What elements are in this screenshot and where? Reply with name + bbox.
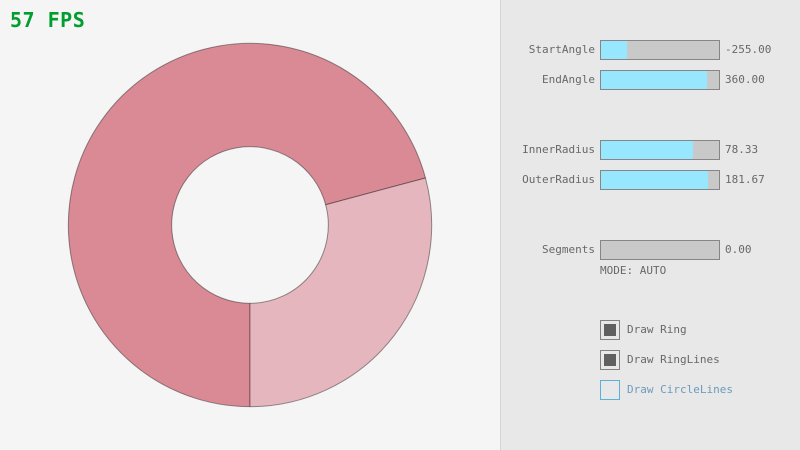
checkbox-check-mark — [604, 354, 616, 366]
ring-visualization — [67, 42, 433, 408]
slider-bar-segments[interactable] — [600, 240, 720, 260]
slider-value-innerradius: 78.33 — [725, 143, 759, 156]
slider-bar-endangle[interactable] — [600, 70, 720, 90]
ring-overlap-sector — [67, 42, 427, 408]
checkbox-check-mark — [604, 324, 616, 336]
slider-bar-innerradius[interactable] — [600, 140, 720, 160]
slider-label-endangle: EndAngle — [542, 73, 595, 86]
slider-bar-startangle[interactable] — [600, 40, 720, 60]
fps-counter: 57 FPS — [10, 8, 86, 32]
slider-fill-outerradius — [601, 171, 708, 189]
slider-value-startangle: -255.00 — [725, 43, 772, 56]
slider-label-innerradius: InnerRadius — [522, 143, 595, 156]
controls-panel: StartAngle -255.00 EndAngle 360.00 InnerRadi… — [500, 0, 800, 450]
slider-row-outerradius: OuterRadius 181.67 — [501, 170, 800, 190]
checkbox-label-draw-ringlines: Draw RingLines — [627, 353, 720, 366]
checkbox-row-draw-ring: Draw Ring — [501, 320, 800, 340]
slider-bar-outerradius[interactable] — [600, 170, 720, 190]
slider-label-segments: Segments — [542, 243, 595, 256]
checkbox-draw-ringlines[interactable] — [600, 350, 620, 370]
checkbox-label-draw-circlelines: Draw CircleLines — [627, 383, 733, 396]
slider-fill-endangle — [601, 71, 707, 89]
slider-fill-startangle — [601, 41, 627, 59]
slider-label-outerradius: OuterRadius — [522, 173, 595, 186]
checkbox-label-draw-ring: Draw Ring — [627, 323, 687, 336]
checkbox-row-draw-ringlines: Draw RingLines — [501, 350, 800, 370]
checkbox-row-draw-circlelines: Draw CircleLines — [501, 380, 800, 400]
checkbox-draw-ring[interactable] — [600, 320, 620, 340]
slider-row-segments: Segments 0.00 — [501, 240, 800, 260]
slider-row-endangle: EndAngle 360.00 — [501, 70, 800, 90]
slider-value-segments: 0.00 — [725, 243, 752, 256]
slider-fill-innerradius — [601, 141, 693, 159]
slider-value-outerradius: 181.67 — [725, 173, 765, 186]
segments-mode-label: MODE: AUTO — [600, 264, 667, 277]
slider-label-startangle: StartAngle — [528, 43, 595, 56]
slider-value-endangle: 360.00 — [725, 73, 765, 86]
checkbox-draw-circlelines[interactable] — [600, 380, 620, 400]
slider-row-startangle: StartAngle -255.00 — [501, 40, 800, 60]
slider-row-innerradius: InnerRadius 78.33 — [501, 140, 800, 160]
ring-single-sector — [249, 177, 433, 408]
